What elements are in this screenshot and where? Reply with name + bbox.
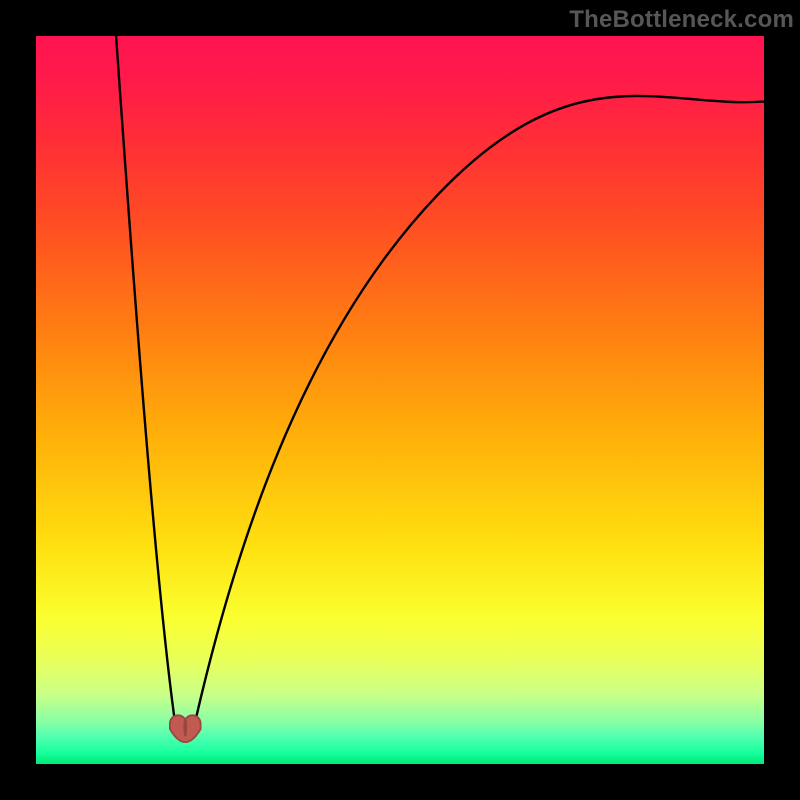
gradient-background	[36, 36, 764, 764]
chart-svg	[36, 36, 764, 764]
watermark-text: TheBottleneck.com	[569, 6, 794, 34]
bottleneck-chart	[36, 36, 764, 764]
